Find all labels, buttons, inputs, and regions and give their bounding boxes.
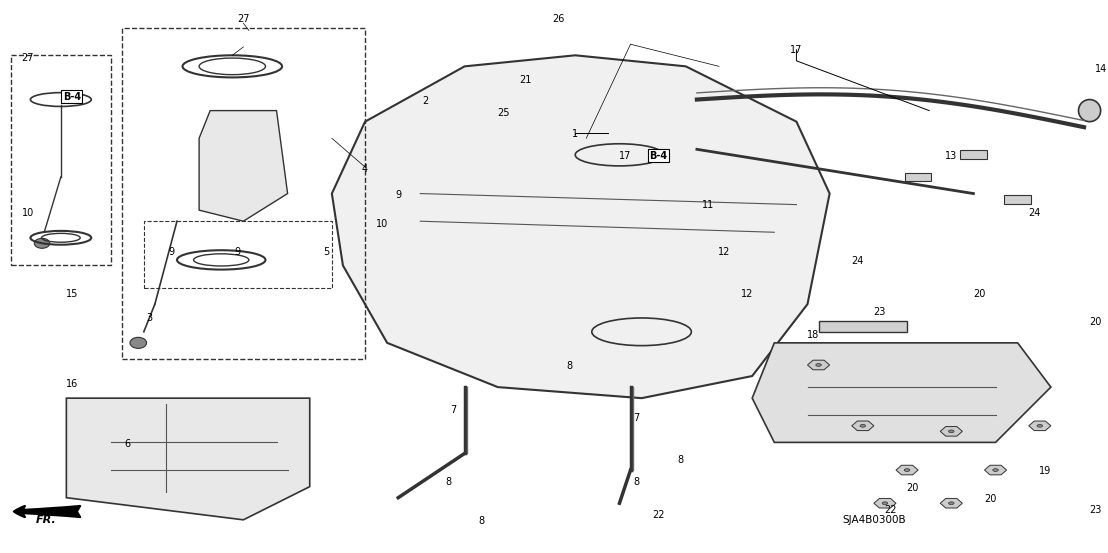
Ellipse shape bbox=[993, 469, 998, 471]
Polygon shape bbox=[941, 498, 963, 508]
Text: FR.: FR. bbox=[37, 515, 57, 525]
Polygon shape bbox=[332, 55, 830, 398]
Text: 18: 18 bbox=[807, 330, 819, 340]
Ellipse shape bbox=[1037, 425, 1043, 427]
Ellipse shape bbox=[904, 469, 910, 471]
Text: 2: 2 bbox=[423, 96, 429, 106]
Ellipse shape bbox=[1078, 100, 1100, 122]
Text: 15: 15 bbox=[65, 289, 78, 299]
Polygon shape bbox=[752, 343, 1050, 442]
Ellipse shape bbox=[34, 238, 50, 248]
Text: 21: 21 bbox=[520, 75, 532, 85]
Text: 25: 25 bbox=[497, 108, 510, 118]
Ellipse shape bbox=[948, 502, 954, 504]
Bar bbox=[961, 150, 987, 159]
Text: 14: 14 bbox=[1095, 64, 1107, 74]
Text: 1: 1 bbox=[572, 129, 578, 139]
Text: 9: 9 bbox=[396, 190, 401, 200]
Text: 7: 7 bbox=[633, 413, 639, 422]
Text: 24: 24 bbox=[851, 256, 863, 266]
Text: 22: 22 bbox=[652, 510, 665, 520]
Text: SJA4B0300B: SJA4B0300B bbox=[842, 515, 905, 525]
Bar bbox=[11, 55, 111, 265]
Text: 8: 8 bbox=[633, 477, 639, 487]
Polygon shape bbox=[199, 111, 288, 221]
Text: 10: 10 bbox=[376, 219, 388, 229]
Text: 19: 19 bbox=[1039, 466, 1051, 476]
Text: 7: 7 bbox=[451, 405, 456, 415]
Text: 24: 24 bbox=[1028, 208, 1040, 218]
Bar bbox=[1004, 195, 1030, 204]
Text: 4: 4 bbox=[362, 164, 368, 174]
Text: 23: 23 bbox=[1089, 505, 1101, 515]
Polygon shape bbox=[819, 321, 907, 332]
Ellipse shape bbox=[130, 337, 146, 348]
Ellipse shape bbox=[882, 502, 888, 504]
Text: 20: 20 bbox=[1089, 317, 1101, 327]
Text: 10: 10 bbox=[21, 208, 33, 218]
Text: 8: 8 bbox=[566, 361, 573, 371]
Ellipse shape bbox=[815, 364, 821, 366]
Text: 12: 12 bbox=[740, 289, 752, 299]
Polygon shape bbox=[852, 421, 874, 431]
Text: 17: 17 bbox=[618, 151, 632, 161]
Text: 8: 8 bbox=[677, 455, 684, 465]
Polygon shape bbox=[808, 360, 830, 370]
Text: 5: 5 bbox=[324, 247, 329, 257]
Text: 6: 6 bbox=[124, 439, 131, 448]
Text: 9: 9 bbox=[235, 247, 240, 257]
Bar bbox=[905, 173, 932, 181]
Text: 3: 3 bbox=[146, 313, 153, 323]
Polygon shape bbox=[66, 398, 310, 520]
Text: 17: 17 bbox=[790, 45, 802, 55]
Text: 23: 23 bbox=[873, 307, 885, 317]
Text: 26: 26 bbox=[553, 14, 565, 24]
Text: 20: 20 bbox=[906, 483, 919, 493]
Text: B-4: B-4 bbox=[63, 92, 81, 102]
Text: 13: 13 bbox=[945, 151, 957, 161]
Polygon shape bbox=[985, 465, 1006, 475]
Bar bbox=[122, 28, 365, 359]
Text: 12: 12 bbox=[718, 247, 731, 257]
Text: 22: 22 bbox=[884, 505, 896, 515]
Text: 27: 27 bbox=[21, 53, 34, 63]
Text: 16: 16 bbox=[65, 379, 78, 389]
Text: 20: 20 bbox=[984, 494, 996, 504]
Text: 8: 8 bbox=[445, 477, 451, 487]
Text: B-4: B-4 bbox=[649, 151, 667, 161]
Ellipse shape bbox=[948, 430, 954, 432]
Text: 11: 11 bbox=[701, 200, 714, 210]
Text: 27: 27 bbox=[237, 14, 249, 24]
Text: 8: 8 bbox=[479, 516, 484, 526]
Polygon shape bbox=[941, 426, 963, 436]
Polygon shape bbox=[1028, 421, 1050, 431]
Polygon shape bbox=[874, 498, 896, 508]
Ellipse shape bbox=[860, 425, 865, 427]
Polygon shape bbox=[896, 465, 919, 475]
Bar bbox=[144, 221, 332, 288]
Text: 9: 9 bbox=[168, 247, 175, 257]
Text: 20: 20 bbox=[973, 289, 985, 299]
